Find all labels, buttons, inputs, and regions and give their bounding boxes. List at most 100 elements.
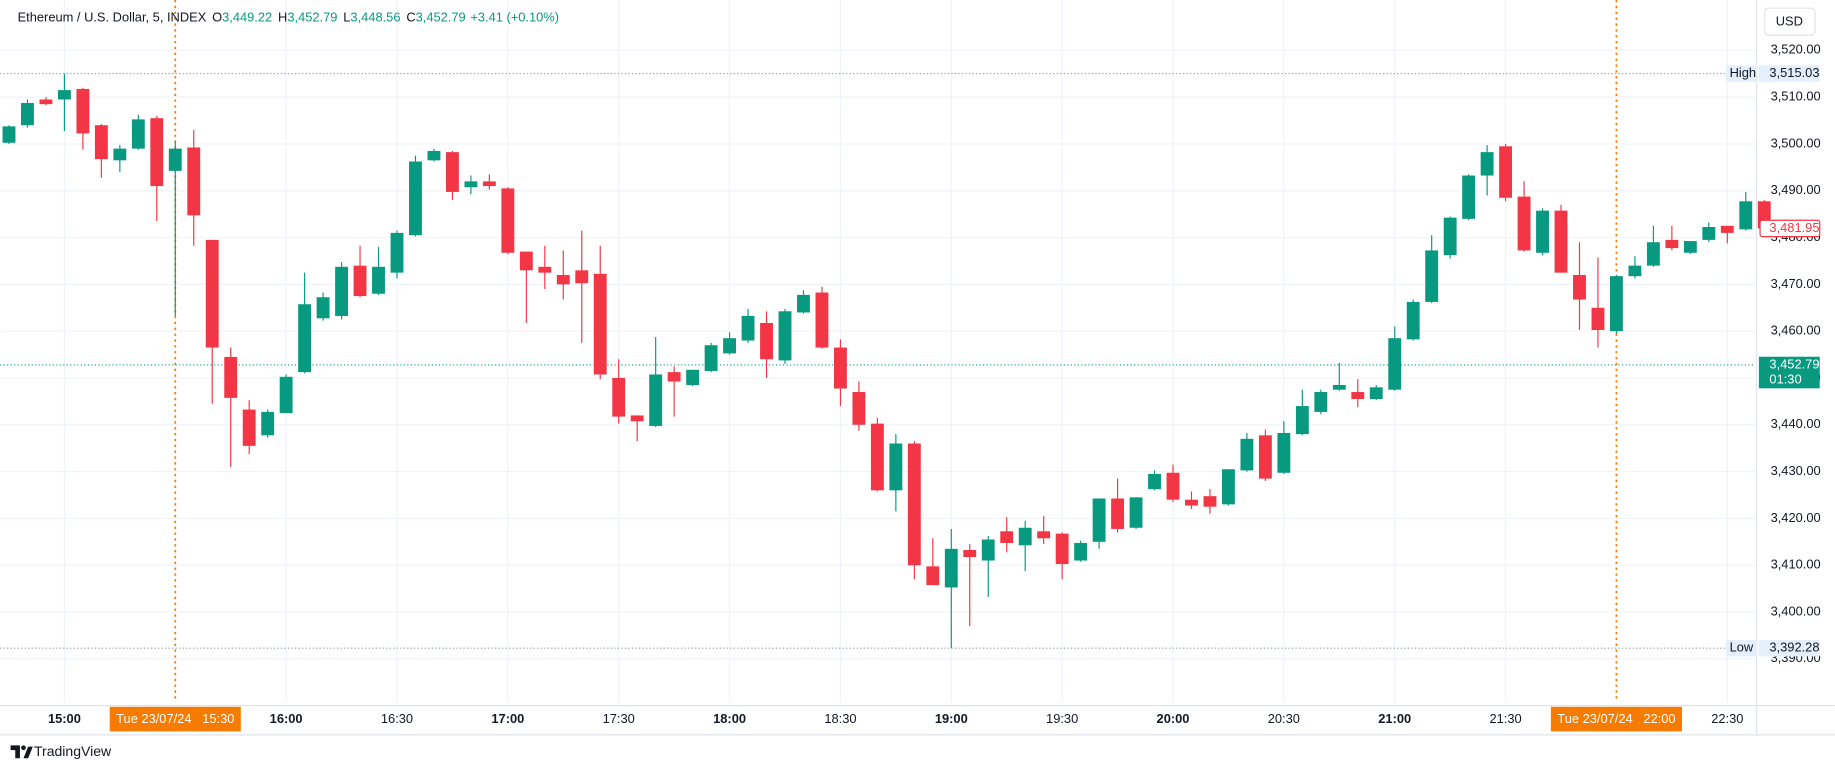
y-tick-label: 3,500.00 — [1771, 135, 1821, 150]
price-label: 3,515.03 — [1769, 65, 1819, 80]
candle-body — [1018, 527, 1032, 546]
price-line-name: Low — [1730, 640, 1754, 655]
candle-body — [1554, 210, 1568, 273]
candle-body — [1240, 438, 1254, 471]
candle-body — [1683, 241, 1697, 253]
candle-body — [1443, 217, 1457, 256]
candle-body — [852, 392, 866, 425]
ohlc-key: O — [212, 10, 222, 25]
x-tick-label: 21:00 — [1378, 711, 1411, 726]
price-label-box — [1759, 219, 1821, 238]
candle-body — [445, 152, 459, 192]
currency-button[interactable] — [1764, 7, 1816, 36]
ohlc-value: 3,448.56 — [350, 10, 400, 25]
candle-body — [667, 372, 681, 382]
candle-body — [150, 118, 164, 187]
candle-body — [593, 273, 607, 375]
ohlc-value: 3,449.22 — [222, 10, 272, 25]
price-label: 3,481.95 — [1769, 220, 1819, 235]
candle-body — [1055, 533, 1069, 565]
candle-body — [519, 251, 533, 271]
chart-header: Ethereum / U.S. Dollar, 5, INDEX O3,449.2… — [18, 10, 559, 25]
candle-body — [372, 266, 385, 294]
candle-body — [612, 377, 626, 417]
candle-body — [1314, 392, 1328, 412]
candle-body — [242, 409, 256, 446]
candle-body — [944, 548, 958, 588]
candle-body — [168, 148, 182, 171]
candle-body — [833, 347, 847, 389]
candle-body — [2, 126, 16, 143]
candle-body — [981, 539, 995, 561]
price-line-name-box — [1726, 65, 1758, 82]
currency[interactable]: USD — [1776, 14, 1803, 29]
x-tick-label: 18:30 — [824, 711, 856, 726]
crosshair-label: Tue 23/07/24 15:30 — [116, 711, 234, 726]
candle-body — [556, 275, 570, 285]
candle-body — [57, 90, 71, 100]
x-tick-label: 21:30 — [1489, 711, 1521, 726]
candle-body — [1462, 175, 1476, 219]
x-tick-label: 22:30 — [1711, 711, 1743, 726]
candle-body — [1628, 265, 1642, 277]
x-tick-label: 20:30 — [1268, 711, 1300, 726]
brand[interactable]: TradingView — [34, 743, 112, 759]
candle-body — [723, 338, 737, 354]
candle-body — [1185, 499, 1198, 506]
y-tick-label: 3,510.00 — [1771, 89, 1821, 104]
candle-body — [298, 304, 312, 373]
candle-body — [390, 232, 404, 273]
candle-body — [1591, 307, 1605, 330]
x-tick-label: 20:00 — [1157, 711, 1190, 726]
ohlc-key: H — [278, 10, 287, 25]
candle-body — [1388, 338, 1402, 390]
candle-body — [353, 265, 367, 297]
candle-body — [1258, 435, 1272, 479]
candle-body — [1166, 472, 1180, 500]
candle-body — [649, 374, 663, 426]
candle-body — [778, 311, 792, 361]
price-label-box — [1758, 356, 1820, 389]
candle-body — [1536, 210, 1549, 253]
y-tick-label: 3,430.00 — [1771, 463, 1821, 478]
candle-body — [261, 411, 275, 436]
price-line-name-box — [1726, 639, 1758, 657]
x-tick-label: 18:00 — [713, 711, 746, 726]
candle-body — [1480, 152, 1494, 176]
candle-body — [1092, 498, 1106, 542]
candle-body — [427, 150, 441, 161]
candle-body — [889, 443, 903, 491]
candle-body — [1720, 225, 1734, 233]
y-tick-label: 3,490.00 — [1771, 182, 1821, 197]
candle-body — [1610, 276, 1623, 332]
x-tick-label: 17:00 — [491, 711, 524, 726]
price-countdown: 01:30 — [1769, 372, 1801, 387]
y-tick-label: 3,460.00 — [1771, 323, 1821, 338]
candle-body — [1369, 387, 1383, 400]
candle-body — [1517, 196, 1531, 251]
price-line-name: High — [1730, 65, 1756, 80]
candle-body — [870, 423, 884, 491]
y-tick-label: 3,400.00 — [1771, 603, 1821, 618]
price-label: 3,452.79 — [1769, 356, 1819, 371]
x-tick-label: 17:30 — [603, 711, 635, 726]
candle-body — [1646, 242, 1660, 266]
candle-body — [686, 369, 700, 385]
ohlc-key: C — [406, 10, 415, 25]
candle-body — [409, 161, 422, 236]
candle-body — [575, 270, 589, 284]
candle-body — [21, 102, 34, 126]
candle-body — [1499, 146, 1513, 198]
candle-body — [1203, 496, 1217, 507]
ohlc-value: 3,452.79 — [287, 10, 337, 25]
crosshair-label-box — [109, 706, 241, 732]
candle-body — [1129, 497, 1143, 528]
price-label-box — [1758, 639, 1820, 657]
x-tick-label: 15:00 — [48, 711, 81, 726]
ohlc-value: 3,452.79 — [416, 10, 466, 25]
candle-body — [963, 550, 977, 558]
candle-body — [1702, 227, 1716, 240]
candle-body — [464, 181, 478, 188]
candle-body — [482, 181, 496, 187]
candle-body — [926, 566, 940, 586]
